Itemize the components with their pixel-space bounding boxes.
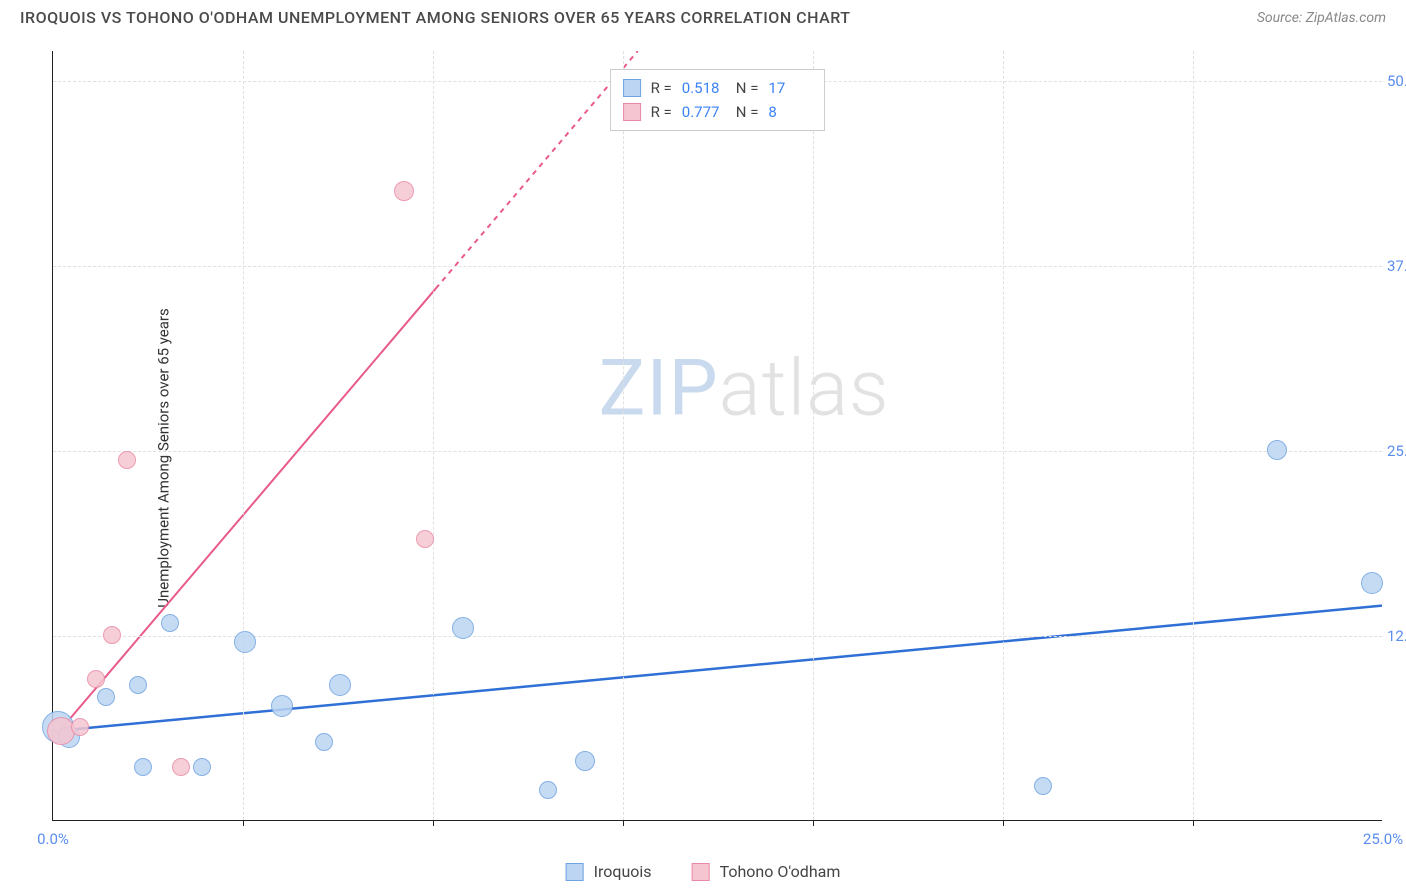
r-label: R = <box>651 76 672 100</box>
gridline-v <box>433 51 434 820</box>
gridline-v <box>243 51 244 820</box>
correlation-legend: R = 0.518 N = 17 R = 0.777 N = 8 <box>610 69 826 131</box>
legend-label-tohono: Tohono O'odham <box>720 862 841 881</box>
plot-region: ZIPatlas R = 0.518 N = 17 R = 0.777 N = … <box>52 51 1382 821</box>
legend-label-iroquois: Iroquois <box>594 862 652 881</box>
chart-source: Source: ZipAtlas.com <box>1257 10 1386 26</box>
ytick-label: 12.5% <box>1387 627 1406 645</box>
legend-swatch-iroquois <box>566 863 584 881</box>
xtick-label: 0.0% <box>37 830 69 848</box>
data-point <box>129 676 147 694</box>
xtick-minor <box>433 820 434 826</box>
data-point <box>134 758 152 776</box>
data-point <box>161 614 179 632</box>
gridline-v <box>1003 51 1004 820</box>
n-label: N = <box>736 100 759 124</box>
gridline-h <box>53 266 1382 267</box>
watermark: ZIPatlas <box>599 344 890 435</box>
r-value-tohono: 0.777 <box>682 100 726 124</box>
series-legend: Iroquois Tohono O'odham <box>566 862 841 881</box>
legend-swatch-tohono <box>692 863 710 881</box>
trendlines-svg <box>53 51 1382 820</box>
xtick-minor <box>623 820 624 826</box>
ytick-label: 25.0% <box>1387 442 1406 460</box>
data-point <box>271 695 293 717</box>
data-point <box>118 451 136 469</box>
data-point <box>172 758 190 776</box>
gridline-v <box>623 51 624 820</box>
gridline-v <box>813 51 814 820</box>
chart-title: IROQUOIS VS TOHONO O'ODHAM UNEMPLOYMENT … <box>20 8 850 27</box>
xtick-label: 25.0% <box>1363 830 1403 848</box>
data-point <box>71 718 89 736</box>
xtick-minor <box>1003 820 1004 826</box>
xtick-minor <box>243 820 244 826</box>
legend-item-iroquois: Iroquois <box>566 862 652 881</box>
ytick-label: 50.0% <box>1387 72 1406 90</box>
n-value-iroquois: 17 <box>768 76 812 100</box>
data-point <box>193 758 211 776</box>
n-value-tohono: 8 <box>768 100 812 124</box>
data-point <box>575 751 595 771</box>
r-label: R = <box>651 100 672 124</box>
xtick-minor <box>1193 820 1194 826</box>
gridline-v <box>1193 51 1194 820</box>
data-point <box>97 688 115 706</box>
correlation-row-tohono: R = 0.777 N = 8 <box>623 100 813 124</box>
legend-item-tohono: Tohono O'odham <box>692 862 841 881</box>
data-point <box>452 617 474 639</box>
data-point <box>1034 777 1052 795</box>
chart-header: IROQUOIS VS TOHONO O'ODHAM UNEMPLOYMENT … <box>0 0 1406 33</box>
swatch-iroquois <box>623 79 641 97</box>
data-point <box>234 631 256 653</box>
correlation-row-iroquois: R = 0.518 N = 17 <box>623 76 813 100</box>
data-point <box>539 781 557 799</box>
ytick-label: 37.5% <box>1387 257 1406 275</box>
data-point <box>1361 572 1383 594</box>
watermark-zip: ZIP <box>599 344 719 435</box>
data-point <box>329 674 351 696</box>
chart-area: Unemployment Among Seniors over 65 years… <box>0 33 1406 883</box>
gridline-h <box>53 451 1382 452</box>
swatch-tohono <box>623 103 641 121</box>
xtick-minor <box>813 820 814 826</box>
data-point <box>103 626 121 644</box>
r-value-iroquois: 0.518 <box>682 76 726 100</box>
data-point <box>416 530 434 548</box>
data-point <box>1267 440 1287 460</box>
watermark-atlas: atlas <box>719 344 890 435</box>
n-label: N = <box>736 76 759 100</box>
data-point <box>394 181 414 201</box>
data-point <box>87 670 105 688</box>
data-point <box>315 733 333 751</box>
